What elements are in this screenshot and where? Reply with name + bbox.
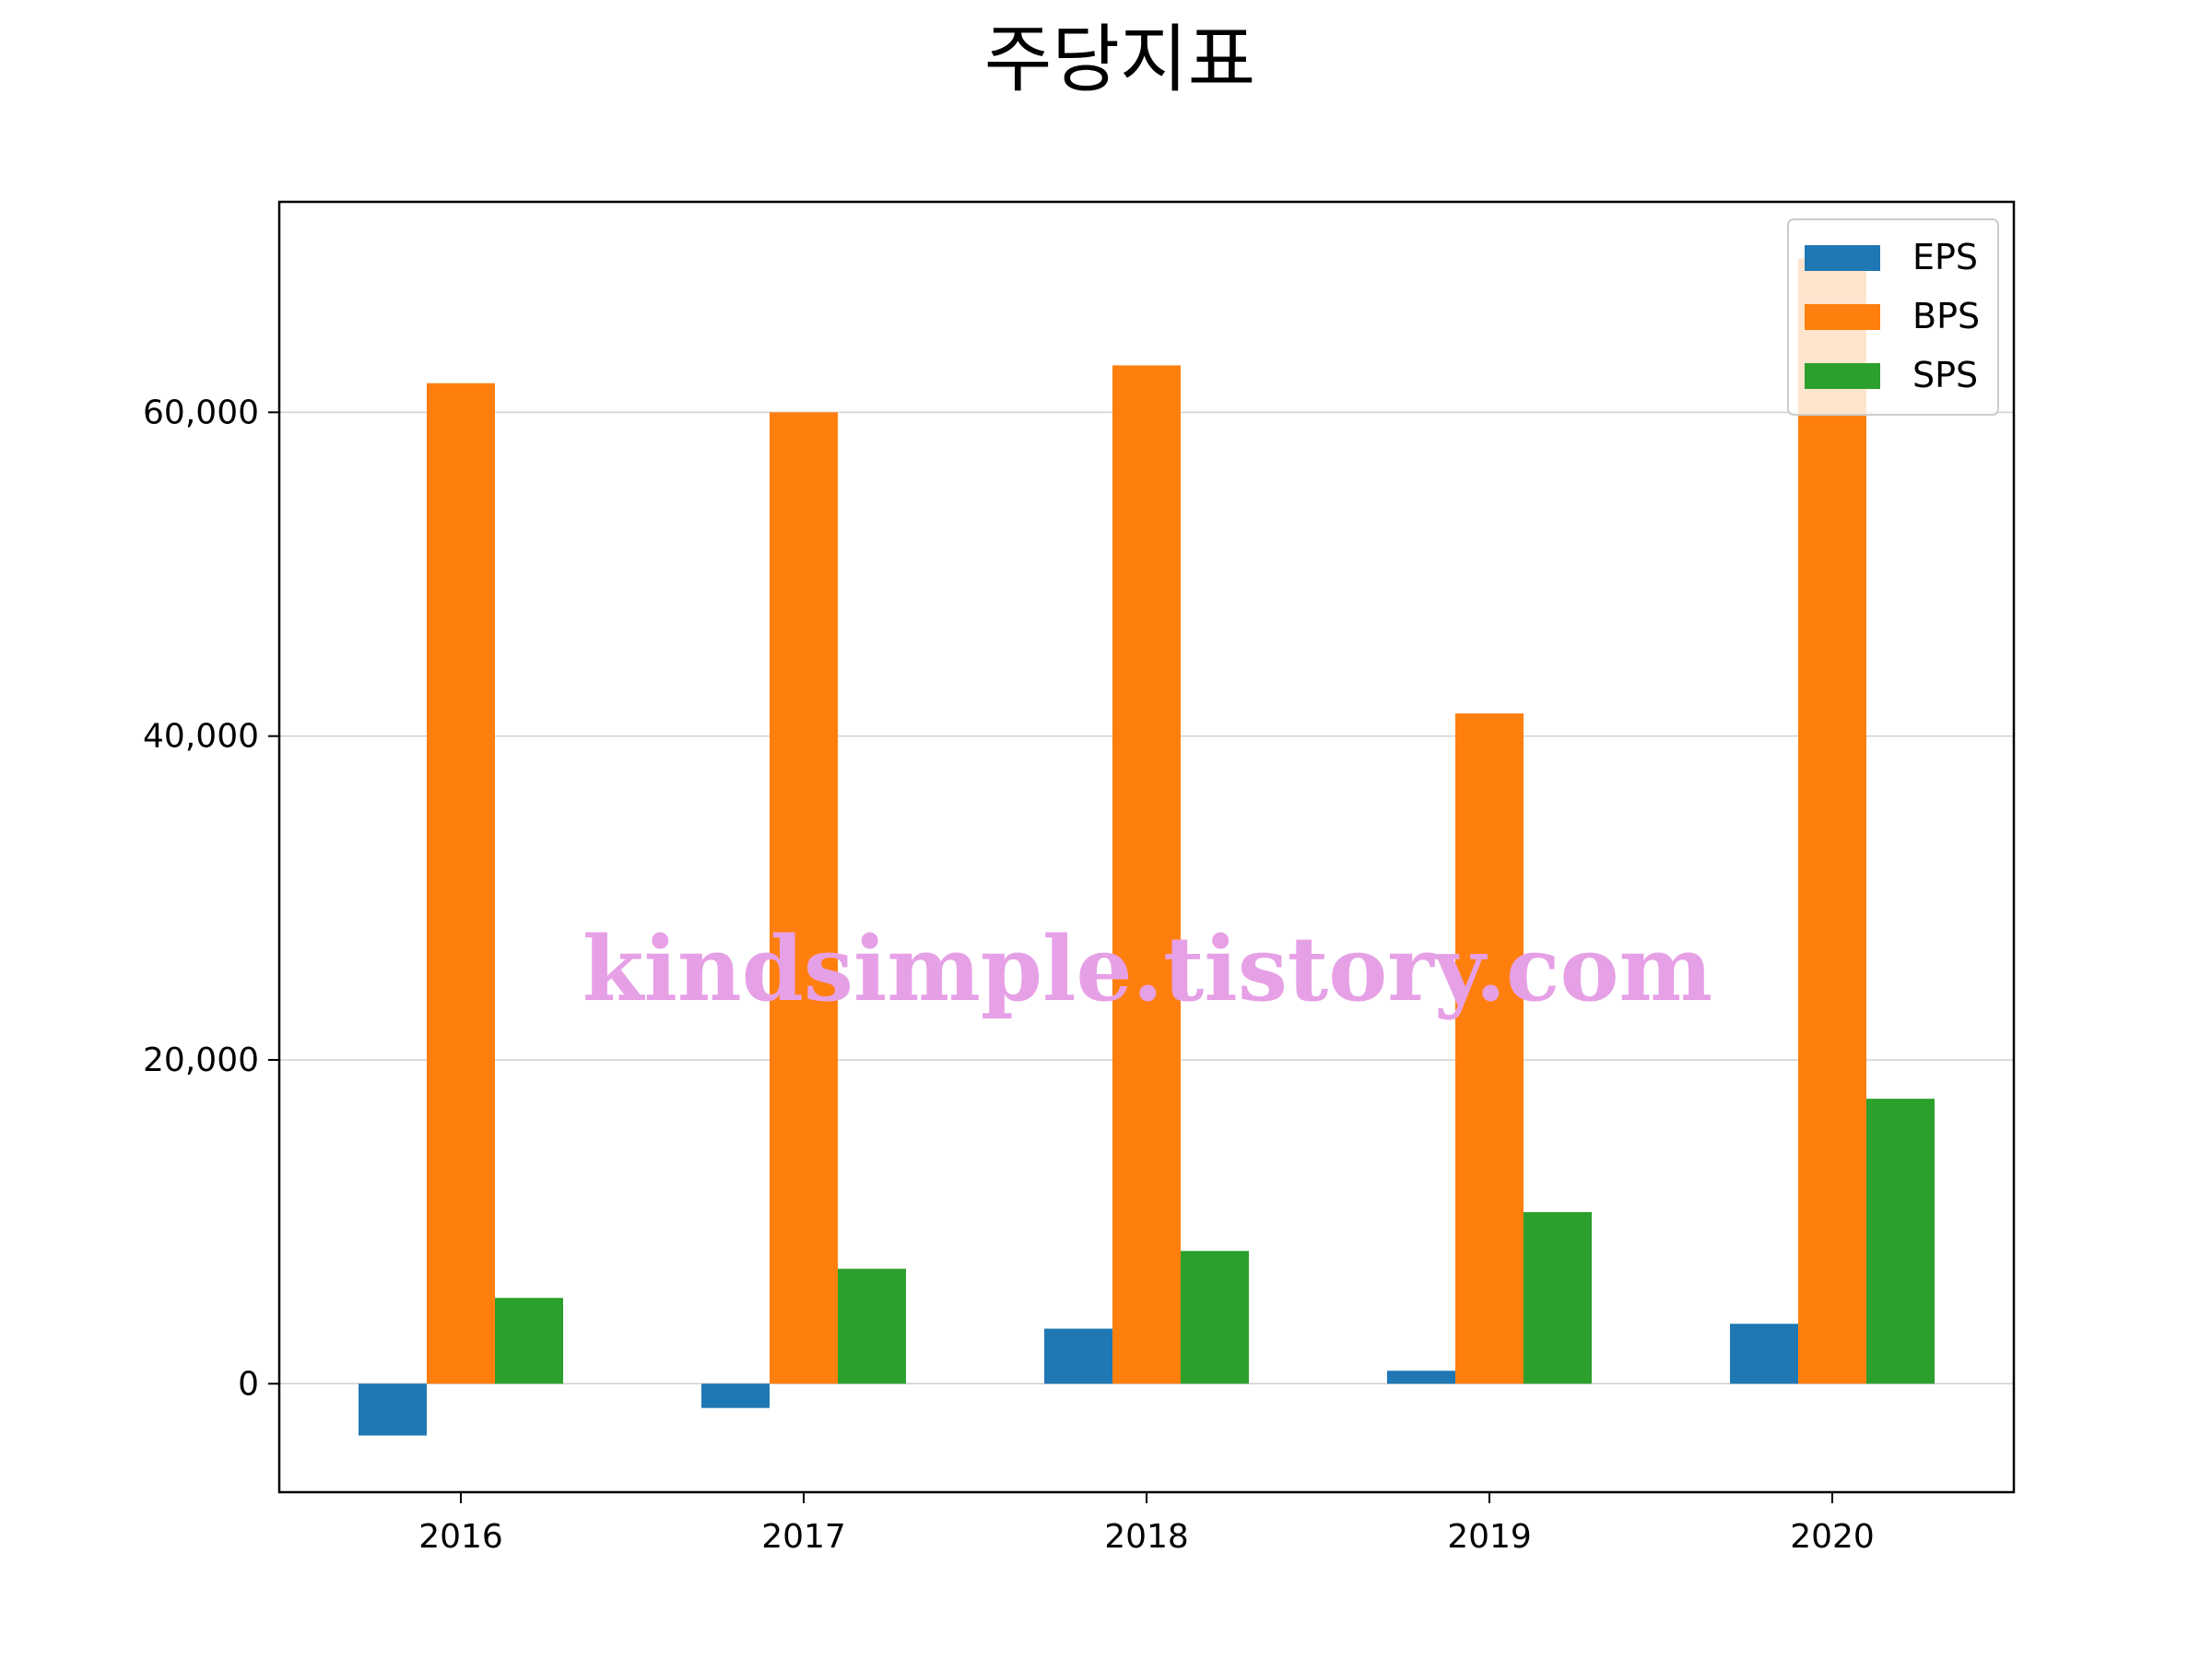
bar-sps-2017 [838,1268,906,1384]
bar-sps-2019 [1524,1212,1592,1384]
x-axis: 2016 2017 2018 2019 2020 [418,1492,1875,1556]
legend-label-eps: EPS [1912,237,1978,277]
bar-bps-2018 [1112,365,1181,1384]
x-tick-label: 2018 [1104,1518,1189,1556]
chart-title: 주당지표 [984,17,1255,102]
bar-sps-2016 [495,1298,563,1384]
bar-sps-2018 [1181,1251,1249,1384]
bar-eps-2016 [359,1383,427,1436]
bar-eps-2020 [1730,1324,1798,1384]
y-tick-label: 40,000 [143,718,259,756]
legend-swatch-bps [1805,304,1880,330]
bar-eps-2019 [1387,1371,1455,1384]
x-tick-label: 2016 [418,1518,503,1556]
bar-bps-2017 [770,412,838,1384]
bar-eps-2017 [701,1383,770,1408]
bar-bps-2019 [1455,713,1524,1384]
y-axis: 0 20,000 40,000 60,000 [143,394,279,1403]
legend: EPS BPS SPS [1787,218,1999,416]
bar-eps-2018 [1044,1328,1112,1384]
bar-bps-2020 [1798,258,1866,1384]
bar-sps-2020 [1866,1099,1935,1384]
x-tick-label: 2019 [1447,1518,1532,1556]
legend-label-bps: BPS [1912,296,1980,336]
legend-label-sps: SPS [1912,355,1978,395]
x-tick-label: 2020 [1790,1518,1875,1556]
bar-bps-2016 [427,382,495,1384]
bars-group [359,258,1935,1436]
legend-swatch-sps [1805,363,1880,389]
y-tick-label: 60,000 [143,394,259,431]
x-tick-label: 2017 [761,1518,846,1556]
watermark-text: kindsimple.tistory.com [582,917,1712,1021]
legend-swatch-eps [1805,245,1880,271]
y-tick-label: 20,000 [143,1041,259,1079]
y-tick-label: 0 [238,1365,259,1403]
